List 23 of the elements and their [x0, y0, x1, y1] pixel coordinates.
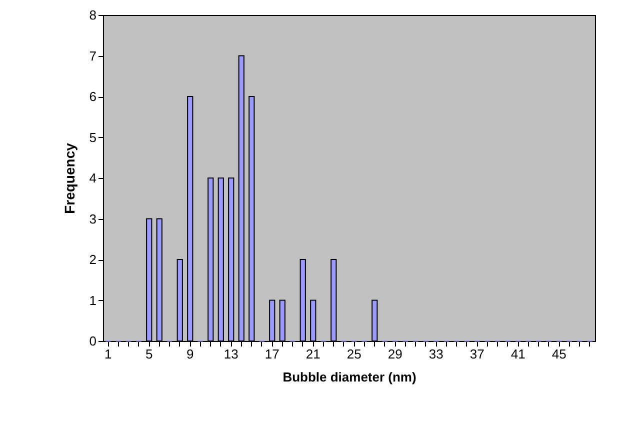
y-tick-label: 1 [89, 292, 96, 308]
x-tick-label: 29 [388, 346, 402, 362]
y-tick-label: 4 [89, 170, 96, 186]
x-tick-label: 21 [306, 346, 320, 362]
y-tick-label: 3 [89, 211, 96, 226]
x-tick-label: 13 [224, 346, 238, 362]
x-tick-label: 33 [428, 346, 444, 362]
y-tick-label: 5 [89, 130, 96, 145]
y-tick-label: 0 [89, 334, 96, 348]
x-tick-label: 37 [470, 346, 484, 362]
y-tick-label: 6 [89, 89, 96, 104]
x-tick-label: 41 [510, 346, 526, 362]
y-tick-label: 8 [89, 8, 96, 22]
x-tick-label: 45 [552, 346, 566, 362]
y-tick-label: 2 [89, 252, 96, 267]
x-tick-label: 25 [346, 346, 362, 362]
x-tick-label: 5 [146, 346, 153, 362]
x-axis-title: Bubble diameter (nm) [282, 370, 416, 384]
x-tick-label: 17 [264, 346, 280, 362]
x-tick-label: 9 [186, 346, 194, 362]
y-tick-label: 7 [89, 48, 96, 64]
x-tick-label: 1 [104, 346, 112, 362]
y-axis-title: Frequency [61, 142, 78, 214]
